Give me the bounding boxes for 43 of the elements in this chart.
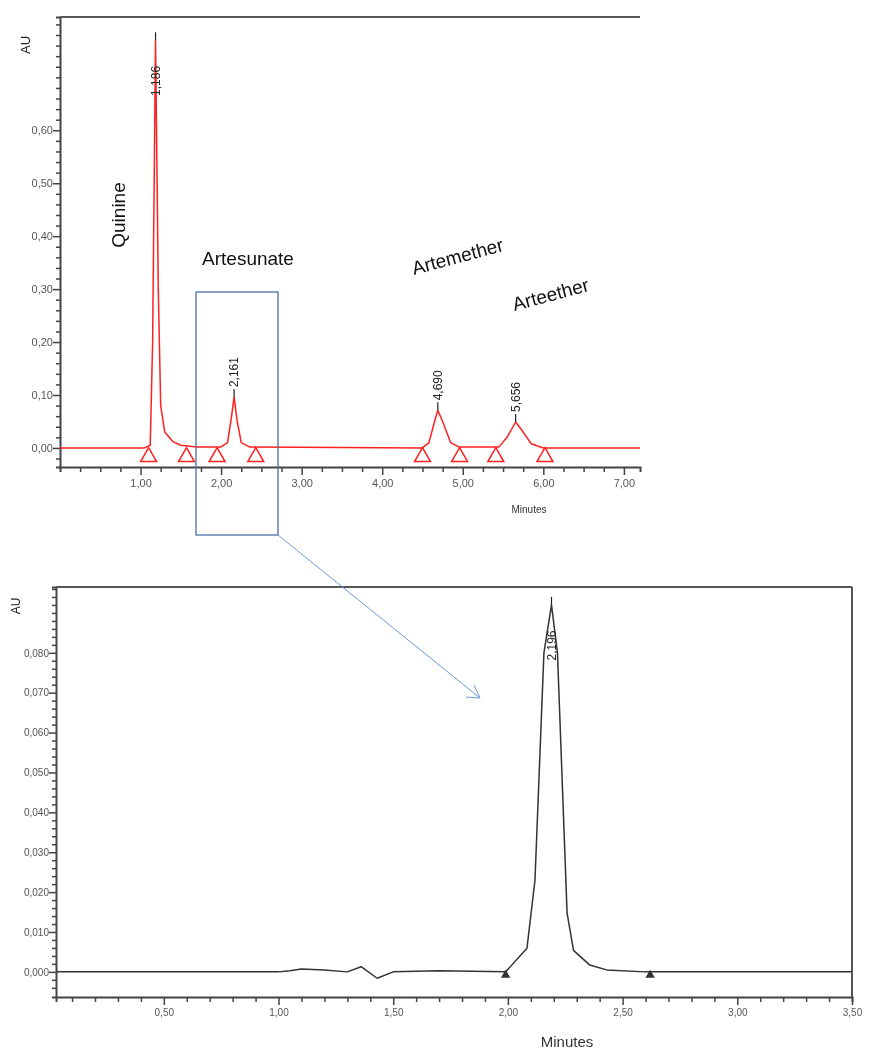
y-tick-label: 0,60 — [31, 124, 53, 137]
x-tick-label: 2,50 — [613, 1007, 634, 1018]
x-tick-label: 3,00 — [291, 477, 313, 490]
y-axis-title: AU — [9, 597, 23, 615]
y-tick-label: 0,20 — [31, 336, 53, 349]
y-tick-label: 0,000 — [23, 966, 50, 978]
annotation: 1,186 — [148, 65, 163, 96]
y-tick-label: 0,40 — [31, 230, 53, 243]
y-tick-label: 0,050 — [23, 767, 50, 779]
x-tick-label: 1,50 — [383, 1007, 404, 1018]
x-tick-label: 2,00 — [210, 477, 233, 490]
y-tick-label: 0,040 — [23, 807, 50, 819]
line-series — [55, 604, 853, 980]
x-axis-title: Minutes — [540, 1033, 594, 1050]
annotation: 5,656 — [508, 381, 523, 412]
y-axis-title: AU — [18, 35, 33, 55]
annotation: 4,690 — [431, 370, 446, 401]
x-tick-label: 4,00 — [372, 477, 394, 490]
y-tick-label: 0,060 — [23, 727, 50, 739]
y-tick-label: 0,080 — [23, 647, 50, 659]
x-tick-label: 2,00 — [498, 1007, 519, 1018]
annotation: Arteether — [510, 274, 592, 315]
y-tick-label: 0,50 — [31, 177, 53, 190]
x-tick-label: 5,00 — [452, 477, 474, 490]
annotation: Quinine — [108, 182, 130, 248]
y-tick-label: 0,020 — [23, 886, 50, 898]
y-tick-label: 0,30 — [31, 283, 53, 296]
y-tick-label: 0,00 — [31, 441, 53, 454]
x-tick-label: 1,00 — [269, 1007, 290, 1018]
x-tick-label: 3,50 — [842, 1007, 863, 1018]
x-tick-label: 6,00 — [533, 477, 555, 490]
x-tick-label: 7,00 — [613, 477, 636, 490]
y-tick-label: 0,070 — [23, 687, 50, 699]
annotation: 2,196 — [544, 630, 559, 661]
y-tick-label: 0,030 — [23, 846, 50, 858]
x-tick-label: 1,00 — [130, 477, 152, 490]
x-tick-label: 0,50 — [154, 1007, 175, 1018]
y-tick-label: 0,010 — [23, 926, 50, 938]
annotation: Artesunate — [202, 248, 294, 270]
y-tick-label: 0,10 — [31, 389, 53, 402]
x-tick-label: 3,00 — [728, 1007, 748, 1018]
x-axis-title: Minutes — [511, 504, 547, 515]
annotation: 2,161 — [227, 356, 242, 388]
